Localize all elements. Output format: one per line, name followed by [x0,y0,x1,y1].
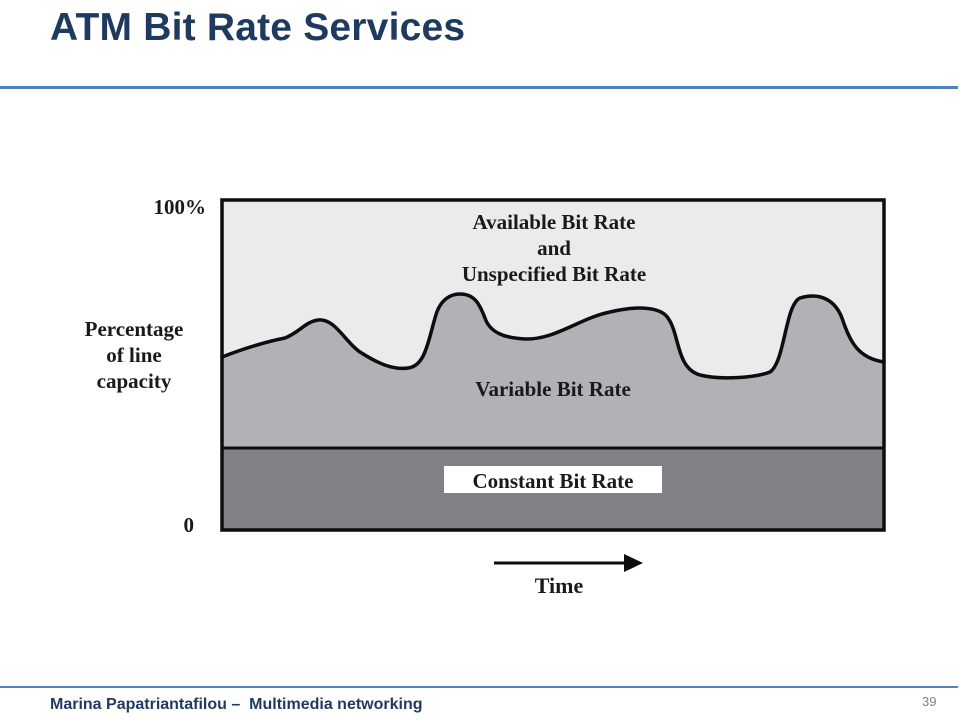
page-number: 39 [922,694,937,709]
abr-label: Available Bit Rate [473,210,636,234]
footer-divider [0,686,958,688]
y-axis-title-line-1: Percentage [85,317,184,341]
vbr-curve [220,292,886,380]
cbr-label: Constant Bit Rate [473,469,634,493]
ubr-label: Unspecified Bit Rate [462,262,646,286]
time-arrow-head [624,554,643,572]
and-label: and [537,236,571,260]
y-axis-title-line-3: capacity [97,369,172,393]
vbr-region [222,294,884,448]
y-axis-title-line-2: of line [106,343,161,367]
y-axis-top-label: 100% [154,195,207,219]
x-axis-label: Time [535,573,584,598]
title-divider [0,86,958,89]
y-axis-bottom-label: 0 [184,513,195,537]
vbr-label: Variable Bit Rate [475,377,631,401]
footer-text: Marina Papatriantafilou – Multimedia net… [50,696,423,713]
chart-frame [220,198,886,532]
cbr-label-background [444,466,662,493]
slide-title: ATM Bit Rate Services [50,6,466,49]
